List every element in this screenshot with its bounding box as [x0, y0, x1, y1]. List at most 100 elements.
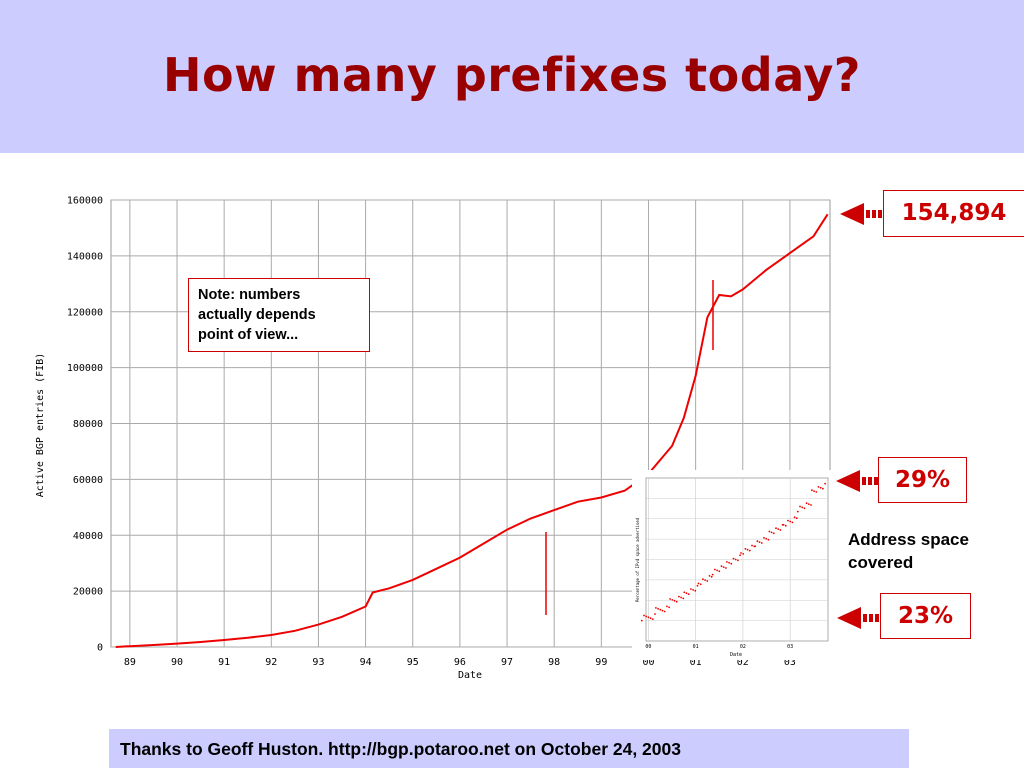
- inset-data-point: [796, 510, 799, 513]
- x-tick-label: 91: [218, 657, 230, 668]
- inset-data-point: [817, 486, 820, 488]
- inset-data-point: [770, 531, 773, 534]
- address-space-inset-chart: 00 01 02 03 Date Percentage of IPv4 space a…: [632, 470, 832, 660]
- x-tick-label: 00: [642, 657, 654, 668]
- inset-data-point: [732, 557, 735, 560]
- note-line: actually depends: [198, 307, 316, 323]
- page-title: How many prefixes today?: [162, 48, 861, 102]
- inset-data-point: [742, 553, 745, 555]
- inset-data-point: [795, 517, 798, 520]
- inset-data-point: [651, 618, 654, 620]
- inset-data-point: [655, 607, 657, 609]
- tick-labels: 89 90 91 92 93 94 95 96 97 98 99 00 01 02 03 0 20000 4000…: [67, 196, 796, 669]
- inset-data-points: [640, 482, 826, 622]
- inset-data-point: [680, 596, 682, 599]
- x-tick-label: 94: [360, 657, 372, 668]
- inset-data-point: [675, 600, 678, 603]
- inset-data-point: [787, 519, 789, 522]
- callout-23-percent: 23%: [880, 593, 971, 639]
- y-tick-label: 0: [97, 643, 103, 654]
- inset-data-point: [711, 573, 714, 576]
- inset-data-point: [746, 548, 749, 551]
- footer-credit: Thanks to Geoff Huston. http://bgp.potar…: [109, 729, 909, 768]
- inset-data-point: [758, 541, 761, 543]
- inset-data-point: [694, 589, 697, 592]
- inset-data-point: [803, 507, 806, 510]
- x-tick-label: 02: [737, 657, 749, 668]
- inset-data-point: [756, 540, 759, 543]
- inset-data-point: [748, 549, 751, 552]
- inset-data-point: [811, 489, 813, 492]
- inset-data-point: [682, 597, 685, 600]
- inset-data-point: [640, 619, 643, 622]
- inset-data-point: [810, 504, 812, 506]
- x-tick-label: 92: [265, 657, 277, 668]
- inset-data-point: [710, 575, 713, 578]
- inset-x-tick-label: 00: [645, 644, 651, 650]
- inset-data-point: [690, 588, 692, 590]
- inset-data-point: [822, 487, 824, 490]
- inset-data-point: [722, 566, 725, 568]
- inset-data-point: [765, 537, 768, 540]
- inset-data-point: [726, 561, 728, 563]
- inset-data-point: [699, 583, 702, 586]
- inset-data-point: [725, 567, 727, 569]
- inset-data-point: [645, 615, 648, 618]
- x-tick-label: 03: [784, 657, 796, 668]
- inset-data-point: [685, 592, 688, 595]
- inset-data-point: [775, 527, 777, 530]
- x-tick-label: 97: [501, 657, 513, 668]
- inset-data-point: [643, 614, 645, 617]
- inset-data-point: [744, 547, 747, 550]
- address-space-label: Address space covered: [848, 528, 969, 574]
- inset-data-point: [751, 544, 753, 547]
- inset-data-point: [779, 529, 782, 531]
- inset-data-point: [663, 610, 666, 613]
- title-banner: [0, 0, 1024, 153]
- left-arrow-icon: [836, 470, 878, 492]
- x-tick-label: 89: [124, 657, 136, 668]
- note-box: Note: numbers actually depends point of …: [188, 278, 370, 352]
- inset-data-point: [654, 613, 656, 615]
- y-tick-label: 100000: [67, 363, 103, 374]
- x-tick-label: 98: [548, 657, 560, 668]
- x-axis-label: Date: [458, 670, 482, 681]
- note-line: Note: numbers: [198, 287, 301, 303]
- inset-data-point: [714, 568, 716, 571]
- inset-data-point: [687, 593, 690, 595]
- inset-data-point: [737, 559, 739, 562]
- inset-grid-lines: [646, 478, 828, 641]
- callout-29-percent: 29%: [878, 457, 967, 503]
- x-tick-label: 90: [171, 657, 183, 668]
- inset-data-point: [708, 575, 711, 577]
- inset-x-tick-label: 03: [787, 644, 793, 650]
- x-tick-label: 96: [454, 657, 466, 668]
- y-tick-label: 20000: [73, 587, 103, 598]
- inset-data-point: [669, 598, 671, 600]
- inset-x-tick-label: 02: [740, 644, 746, 650]
- inset-data-point: [813, 490, 815, 492]
- inset-data-point: [734, 558, 737, 561]
- inset-data-point: [824, 482, 826, 485]
- inset-data-point: [772, 532, 775, 535]
- inset-data-point: [683, 591, 686, 594]
- inset-data-point: [666, 605, 668, 608]
- callout-154894: 154,894: [883, 190, 1024, 237]
- y-tick-label: 40000: [73, 531, 103, 542]
- inset-data-point: [739, 554, 741, 557]
- inset-data-point: [819, 486, 822, 489]
- inset-y-axis-label: Percentage of IPv4 space advertised: [635, 517, 640, 602]
- inset-data-point: [777, 528, 780, 530]
- grid-lines: [111, 199, 830, 648]
- inset-data-point: [706, 580, 709, 582]
- inset-data-point: [704, 579, 706, 581]
- inset-data-point: [760, 542, 763, 544]
- prefix-count-line: [115, 213, 829, 648]
- left-arrow-icon: [840, 203, 882, 225]
- inset-data-point: [767, 538, 770, 541]
- inset-data-point: [647, 616, 650, 619]
- inset-data-point: [793, 516, 796, 519]
- inset-tick-labels: 00 01 02 03: [645, 644, 793, 650]
- inset-data-point: [789, 520, 792, 523]
- x-tick-label: 95: [407, 657, 419, 668]
